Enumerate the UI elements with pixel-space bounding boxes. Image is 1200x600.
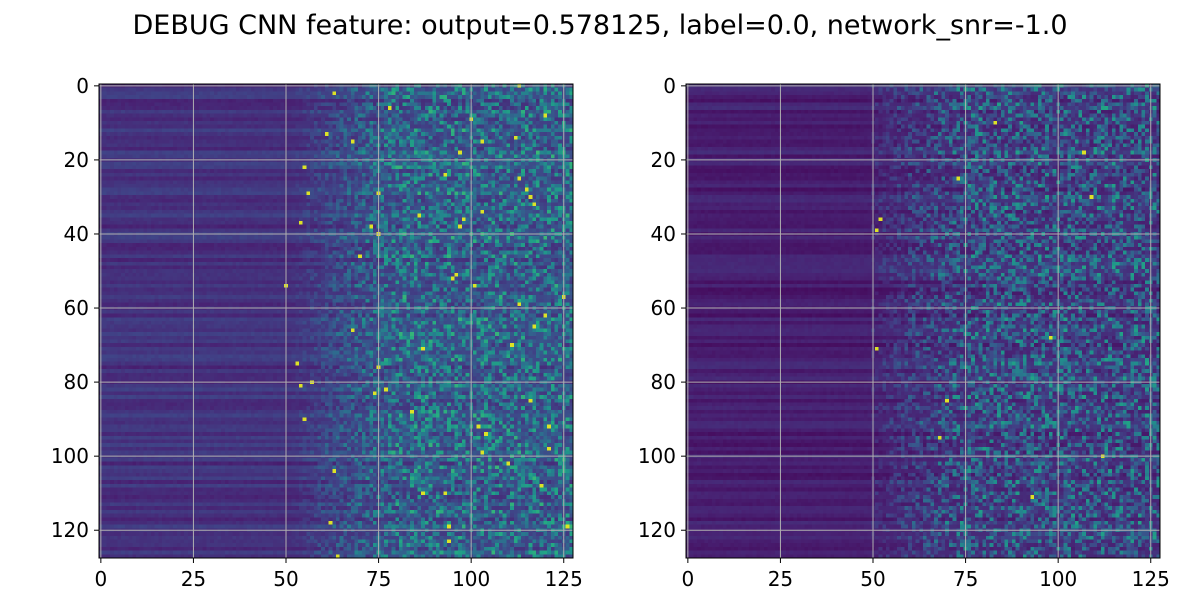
y-tick-label: 100 xyxy=(638,444,676,468)
axes-frame xyxy=(685,83,1161,559)
y-tick-label: 60 xyxy=(651,296,676,320)
y-tick-label: 0 xyxy=(663,74,676,98)
y-tick-label: 60 xyxy=(64,296,89,320)
x-tick-label: 0 xyxy=(681,567,694,591)
x-tick-label: 25 xyxy=(768,567,793,591)
y-tick-label: 20 xyxy=(651,148,676,172)
x-tick-label: 0 xyxy=(94,567,107,591)
x-tick-label: 75 xyxy=(953,567,978,591)
axes-frame xyxy=(98,83,574,559)
y-tick-label: 120 xyxy=(638,518,676,542)
heatmap-panel-left: 0 25 50 75 100 125 0 20 40 60 80 100 120 xyxy=(51,74,583,591)
x-tick-label: 100 xyxy=(1039,567,1077,591)
y-tick-label: 80 xyxy=(64,370,89,394)
y-tick-label: 120 xyxy=(51,518,89,542)
heatmap-image xyxy=(99,84,573,558)
heatmap-panel-right: 0 25 50 75 100 125 0 20 40 60 80 100 120 xyxy=(638,74,1170,591)
y-tick-label: 20 xyxy=(64,148,89,172)
x-tick-label: 50 xyxy=(860,567,885,591)
y-tick-label: 0 xyxy=(76,74,89,98)
y-tick-label: 40 xyxy=(651,222,676,246)
y-tick-label: 40 xyxy=(64,222,89,246)
x-tick-label: 125 xyxy=(1132,567,1170,591)
heatmap-image xyxy=(686,84,1160,558)
y-tick-label: 80 xyxy=(651,370,676,394)
x-tick-label: 75 xyxy=(366,567,391,591)
x-tick-label: 125 xyxy=(545,567,583,591)
x-tick-label: 25 xyxy=(181,567,206,591)
x-tick-label: 100 xyxy=(452,567,490,591)
figure-title: DEBUG CNN feature: output=0.578125, labe… xyxy=(132,10,1067,41)
x-tick-label: 50 xyxy=(273,567,298,591)
y-tick-label: 100 xyxy=(51,444,89,468)
